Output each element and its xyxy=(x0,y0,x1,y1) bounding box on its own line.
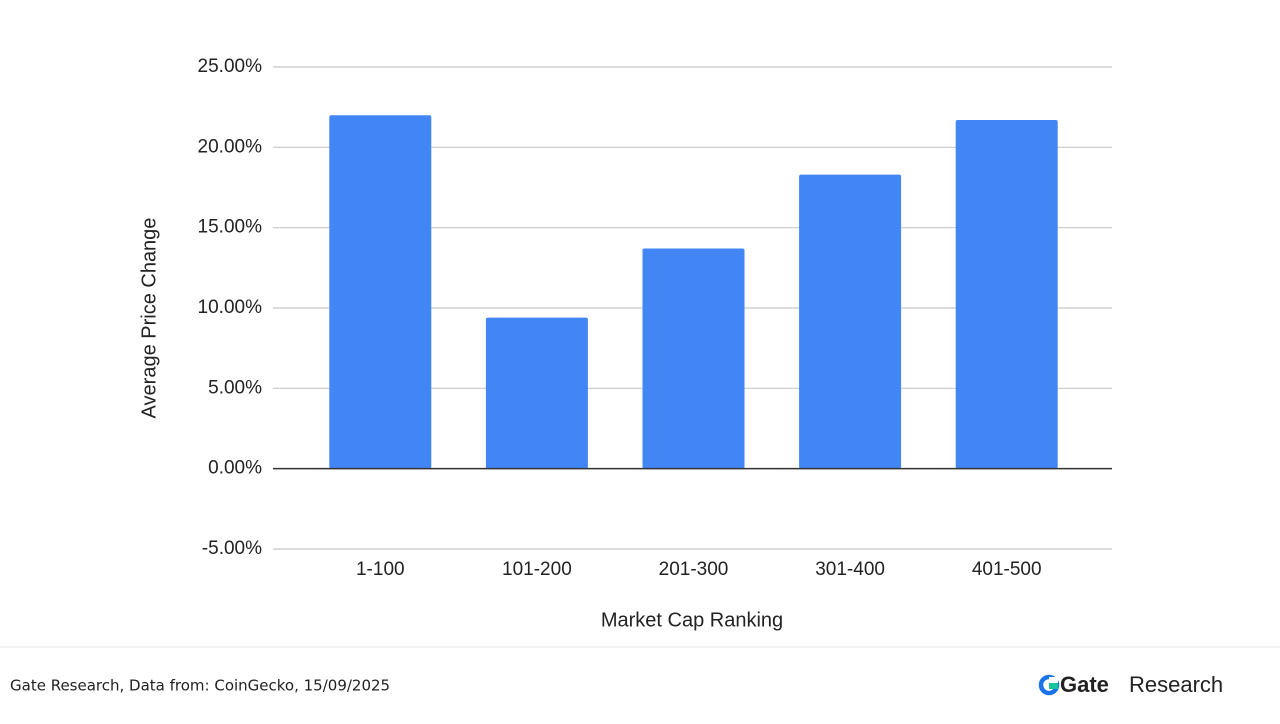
bar xyxy=(955,120,1058,469)
y-tick-label: 0.00% xyxy=(208,458,262,479)
x-tick-label: 201-300 xyxy=(659,559,729,580)
logo-icon-cut xyxy=(1049,677,1058,685)
y-axis-title: Average Price Change xyxy=(138,218,160,419)
y-tick-label: 5.00% xyxy=(208,377,262,398)
x-tick-label: 301-400 xyxy=(815,559,885,580)
y-tick-label: 20.00% xyxy=(198,136,263,157)
bar xyxy=(485,317,588,469)
x-axis-title: Market Cap Ranking xyxy=(601,609,783,631)
footer-source: Gate Research, Data from: CoinGecko, 15/… xyxy=(10,677,390,695)
logo: Gate Research xyxy=(1038,672,1223,697)
y-tick-label: 25.00% xyxy=(198,56,263,77)
logo-icon-accent xyxy=(1049,683,1058,689)
logo-text: Research xyxy=(1129,672,1223,697)
bar xyxy=(799,174,902,469)
x-tick-label: 101-200 xyxy=(502,559,572,580)
bar xyxy=(329,115,432,469)
y-tick-label: 15.00% xyxy=(198,217,263,238)
x-tick-label: 401-500 xyxy=(972,559,1042,580)
x-tick-label: 1-100 xyxy=(356,559,405,580)
bar xyxy=(642,248,745,469)
y-tick-label: -5.00% xyxy=(202,538,262,559)
y-tick-label: 10.00% xyxy=(198,297,263,318)
logo-brand: Gate xyxy=(1060,672,1109,697)
